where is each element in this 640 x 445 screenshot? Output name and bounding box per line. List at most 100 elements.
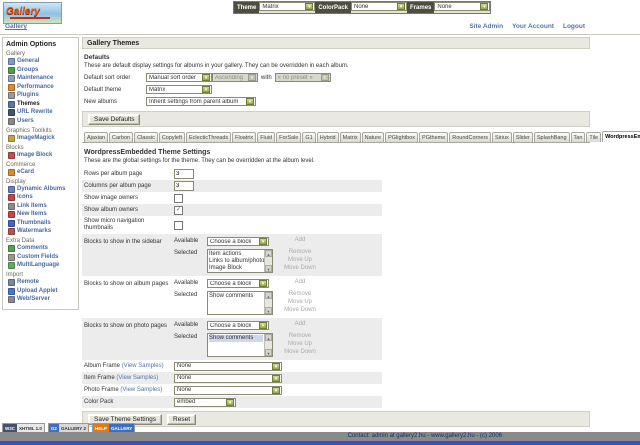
color-pack-select[interactable]: embed ▾: [174, 397, 236, 407]
default-sort-order-select[interactable]: Manual sort order ▾: [146, 73, 212, 82]
tab-hybrid[interactable]: Hybrid: [316, 132, 339, 142]
tab-splashbang[interactable]: SplashBang: [533, 132, 570, 142]
scroll-down-icon[interactable]: ▼: [265, 307, 272, 314]
photo-frame-view-samples-link[interactable]: (View Samples): [120, 386, 163, 393]
move-down-button[interactable]: Move Down: [284, 348, 316, 355]
sidebar-item-plugins[interactable]: Plugins: [8, 92, 77, 99]
listbox-option-item-actions[interactable]: Item actions: [209, 251, 242, 257]
colorpack-select[interactable]: None ▾: [351, 2, 408, 11]
tab-slider[interactable]: Slider: [512, 132, 533, 142]
tab-g1[interactable]: G1: [302, 132, 316, 142]
listbox-scrollbar[interactable]: ▲ ▼: [264, 250, 272, 272]
listbox-scrollbar[interactable]: ▲ ▼: [264, 292, 272, 314]
tab-floatrix[interactable]: Floatrix: [232, 132, 257, 142]
tab-matrix[interactable]: Matrix: [339, 132, 361, 142]
sidebar-item-users[interactable]: Users: [8, 117, 77, 125]
frames-select[interactable]: None ▾: [434, 2, 491, 11]
show-micro-navigation-thumbnails-checkbox[interactable]: [174, 220, 183, 230]
scroll-up-icon[interactable]: ▲: [265, 334, 272, 341]
default-theme-select[interactable]: Matrix ▾: [146, 85, 212, 94]
tab-pglightbox[interactable]: PGlightbox: [385, 132, 419, 142]
sidebar-item-link-items[interactable]: Link Items: [8, 202, 77, 210]
rows-per-album-page-input[interactable]: [174, 169, 194, 179]
tab-roundcorners[interactable]: RoundCorners: [449, 132, 492, 142]
tab-carbon[interactable]: Carbon: [109, 132, 134, 142]
photo-frame-select[interactable]: None ▾: [174, 385, 282, 395]
tab-tile[interactable]: Tile: [586, 132, 602, 142]
sidebar-item-ecard[interactable]: eCard: [8, 168, 77, 176]
scroll-down-icon[interactable]: ▼: [265, 349, 272, 356]
sidebar-item-web-server[interactable]: Web/Server: [8, 296, 77, 303]
sidebar-item-comments[interactable]: Comments: [8, 245, 77, 252]
album-frame-view-samples-link[interactable]: (View Samples): [121, 362, 164, 369]
show-album-owners-checkbox[interactable]: ✓: [174, 205, 183, 215]
listbox-option-image-block[interactable]: Image Block: [209, 265, 243, 271]
listbox-option-show-comments[interactable]: Show comments: [209, 293, 254, 299]
scroll-up-icon[interactable]: ▲: [265, 292, 272, 299]
blocks-to-show-in-the-sidebar-choose-block-select[interactable]: Choose a block ▾: [207, 237, 269, 246]
move-down-button[interactable]: Move Down: [284, 306, 316, 313]
scroll-down-icon[interactable]: ▼: [265, 265, 272, 272]
tab-nature[interactable]: Nature: [361, 132, 385, 142]
sidebar-item-custom-fields[interactable]: Custom Fields: [8, 253, 77, 261]
sidebar-item-multilanguage[interactable]: MultiLanguage: [8, 262, 77, 269]
sidebar-item-themes[interactable]: Themes: [8, 100, 77, 108]
sidebar-item-new-items[interactable]: New Items: [8, 211, 77, 218]
scroll-up-icon[interactable]: ▲: [265, 250, 272, 257]
tab-tan[interactable]: Tan: [570, 132, 586, 142]
tab-copyleft[interactable]: Copyleft: [158, 132, 186, 142]
breadcrumb[interactable]: Gallery: [5, 23, 28, 30]
sidebar-item-icons[interactable]: Icons: [8, 194, 77, 201]
listbox-scrollbar[interactable]: ▲ ▼: [264, 334, 272, 356]
tab-ajaxian[interactable]: Ajaxian: [84, 132, 109, 142]
tab-forsale[interactable]: ForSale: [276, 132, 302, 142]
tab-pgtheme[interactable]: PGtheme: [419, 132, 449, 142]
tab-fluid[interactable]: Fluid: [257, 132, 276, 142]
sidebar-item-general[interactable]: General: [8, 58, 77, 65]
show-image-owners-checkbox[interactable]: [174, 193, 183, 203]
blocks-to-show-on-album-pages-choose-block-select[interactable]: Choose a block ▾: [207, 279, 269, 288]
tab-siriux[interactable]: Siriux: [492, 132, 512, 142]
remove-button[interactable]: Remove: [288, 333, 312, 340]
listbox-option-show-comments[interactable]: Show comments: [209, 335, 263, 342]
new-albums-select[interactable]: Inherit settings from parent album ▾: [146, 97, 256, 106]
columns-per-album-page-input[interactable]: [174, 181, 194, 191]
album-frame-select[interactable]: None ▾: [174, 361, 282, 371]
blocks-to-show-on-photo-pages-choose-block-select[interactable]: Choose a block ▾: [207, 321, 269, 330]
sidebar-item-watermarks[interactable]: Watermarks: [8, 228, 77, 235]
tab-wordpressembedded[interactable]: WordpressEmbedded: [602, 131, 640, 142]
blocks-to-show-on-photo-pages-selected-listbox[interactable]: Show comments ▲ ▼: [207, 333, 273, 357]
sidebar-item-upload-applet[interactable]: Upload Applet: [8, 287, 77, 295]
sidebar-item-url-rewrite[interactable]: URL Rewrite: [8, 109, 77, 116]
move-up-button[interactable]: Move Up: [287, 341, 312, 348]
add-button[interactable]: Add: [294, 321, 306, 327]
listbox-option-links-to-album-photo-peers[interactable]: Links to album/photo peers: [209, 258, 264, 264]
sidebar-item-dynamic-albums[interactable]: Dynamic Albums: [8, 185, 77, 193]
add-button[interactable]: Add: [294, 237, 306, 243]
sidebar-item-thumbnails[interactable]: Thumbnails: [8, 219, 77, 227]
save-defaults-button[interactable]: Save Defaults: [88, 113, 141, 125]
item-frame-select[interactable]: None ▾: [174, 373, 282, 383]
sidebar-item-image-block[interactable]: Image Block: [8, 151, 77, 159]
sort-direction-select[interactable]: Ascending ▾: [212, 73, 258, 82]
move-up-button[interactable]: Move Up: [287, 299, 312, 306]
reset-button[interactable]: Reset: [167, 413, 197, 425]
move-down-button[interactable]: Move Down: [284, 264, 316, 271]
sidebar-item-imagemagick[interactable]: ImageMagick: [8, 134, 77, 142]
sort-preset-select[interactable]: « no preset » ▾: [274, 73, 331, 82]
gallery-logo[interactable]: Gallery: [3, 2, 62, 24]
remove-button[interactable]: Remove: [288, 249, 312, 256]
sidebar-item-remote[interactable]: Remote: [8, 279, 77, 286]
add-button[interactable]: Add: [294, 279, 306, 285]
sidebar-item-groups[interactable]: Groups: [8, 66, 77, 74]
session-link-site-admin[interactable]: Site Admin: [469, 23, 504, 30]
session-link-your-account[interactable]: Your Account: [512, 23, 554, 30]
tab-classic[interactable]: Classic: [134, 132, 158, 142]
session-link-logout[interactable]: Logout: [562, 23, 585, 30]
theme-select[interactable]: Matrix ▾: [259, 2, 316, 11]
item-frame-view-samples-link[interactable]: (View Samples): [116, 374, 159, 381]
sidebar-item-performance[interactable]: Performance: [8, 83, 77, 91]
blocks-to-show-on-album-pages-selected-listbox[interactable]: Show comments ▲ ▼: [207, 291, 273, 315]
tab-eclecticthreads[interactable]: EclecticThreads: [186, 132, 232, 142]
